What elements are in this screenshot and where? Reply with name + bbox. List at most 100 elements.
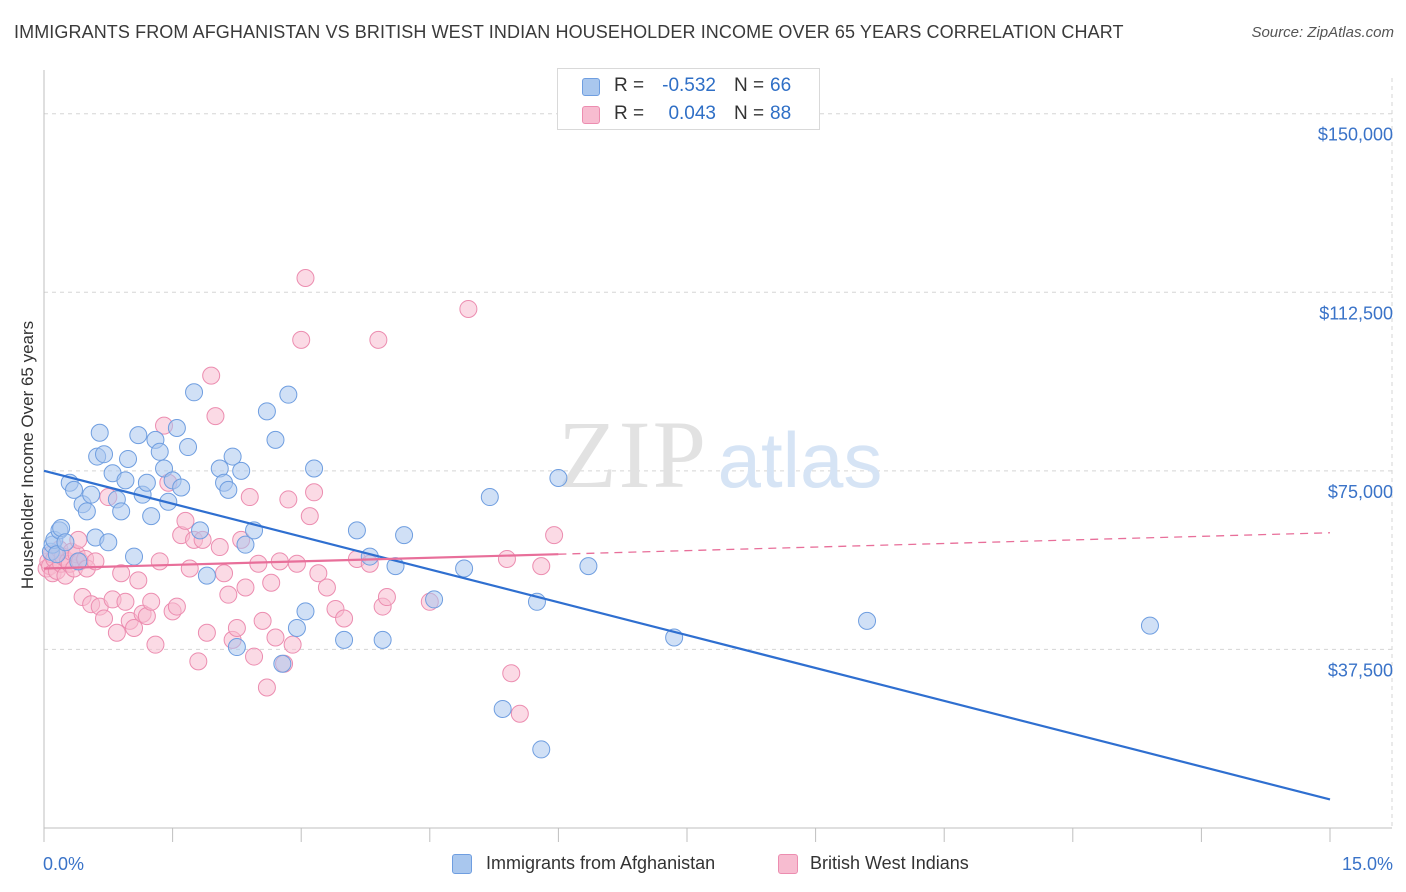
- point-afghanistan: [191, 521, 210, 540]
- y-tick-label: $37,500: [1328, 660, 1393, 680]
- point-british-west-indians: [377, 588, 396, 607]
- axes: [43, 70, 1392, 842]
- point-british-west-indians: [257, 678, 276, 697]
- point-british-west-indians: [129, 571, 148, 590]
- point-afghanistan: [65, 480, 84, 499]
- point-british-west-indians: [210, 538, 229, 557]
- point-british-west-indians: [240, 488, 259, 507]
- watermark-atlas: atlas: [718, 416, 883, 504]
- x-tick-label-min: 0.0%: [43, 854, 84, 874]
- legend-n-label: N =: [734, 75, 765, 96]
- point-british-west-indians: [305, 483, 324, 502]
- point-british-west-indians: [189, 652, 208, 671]
- point-british-west-indians: [279, 490, 298, 509]
- point-afghanistan: [532, 740, 551, 759]
- point-afghanistan: [99, 533, 118, 552]
- point-british-west-indians: [510, 704, 529, 723]
- point-british-west-indians: [502, 664, 521, 683]
- point-afghanistan: [179, 438, 198, 457]
- point-afghanistan: [167, 419, 186, 437]
- legend-r-value: -0.532: [662, 75, 716, 96]
- legend-swatch-pink: [778, 854, 798, 874]
- point-british-west-indians: [253, 611, 272, 630]
- point-afghanistan: [549, 469, 568, 487]
- point-afghanistan: [305, 459, 324, 478]
- point-british-west-indians: [116, 592, 135, 611]
- legend-n-value: 88: [770, 103, 792, 124]
- point-british-west-indians: [180, 559, 199, 578]
- point-british-west-indians: [497, 549, 516, 568]
- point-british-west-indians: [369, 330, 388, 349]
- point-british-west-indians: [545, 526, 564, 545]
- watermark: ZIP atlas: [558, 401, 882, 508]
- point-afghanistan: [1140, 616, 1159, 635]
- point-afghanistan: [279, 385, 298, 404]
- point-afghanistan: [129, 426, 148, 445]
- point-afghanistan: [95, 445, 114, 464]
- point-afghanistan: [373, 630, 392, 649]
- point-afghanistan: [82, 485, 101, 504]
- point-afghanistan: [296, 602, 315, 621]
- correlation-legend: R = -0.532 N = 66 R = 0.043 N = 88: [557, 68, 820, 130]
- point-british-west-indians: [112, 564, 131, 583]
- trend-line-british-west-indians-projection: [558, 532, 1331, 555]
- point-british-west-indians: [335, 609, 354, 628]
- point-afghanistan: [116, 471, 135, 490]
- point-british-west-indians: [202, 366, 221, 385]
- point-british-west-indians: [215, 564, 234, 583]
- legend-swatch-blue: [452, 854, 472, 874]
- point-british-west-indians: [532, 557, 551, 576]
- point-afghanistan: [395, 526, 414, 545]
- trend-line-british-west-indians: [43, 553, 559, 570]
- point-british-west-indians: [266, 628, 285, 647]
- source-credit: Source: ZipAtlas.com: [1251, 24, 1394, 41]
- point-afghanistan: [219, 480, 238, 499]
- series-afghanistan-points: [41, 383, 1159, 759]
- grid-lines: [44, 78, 1393, 828]
- point-afghanistan: [425, 590, 444, 609]
- watermark-zip: ZIP: [558, 401, 708, 508]
- legend-r-label: R =: [614, 103, 645, 124]
- point-afghanistan: [137, 473, 156, 492]
- point-afghanistan: [90, 423, 109, 442]
- point-afghanistan: [69, 552, 88, 571]
- point-british-west-indians: [227, 619, 246, 637]
- y-tick-labels: $37,500 $75,000 $112,500 $150,000: [1318, 125, 1393, 681]
- point-afghanistan: [236, 535, 255, 554]
- point-afghanistan: [150, 442, 169, 461]
- point-british-west-indians: [95, 609, 114, 628]
- legend-swatch-pink: [582, 106, 600, 124]
- trend-lines: [43, 469, 1331, 801]
- y-tick-label: $112,500: [1319, 303, 1393, 323]
- point-british-west-indians: [262, 573, 281, 592]
- point-british-west-indians: [176, 511, 195, 530]
- legend-label-afghanistan: Immigrants from Afghanistan: [486, 853, 716, 873]
- point-afghanistan: [266, 430, 285, 449]
- point-afghanistan: [223, 447, 242, 466]
- point-british-west-indians: [459, 299, 478, 318]
- point-afghanistan: [119, 449, 138, 468]
- point-british-west-indians: [142, 592, 161, 611]
- point-british-west-indians: [219, 585, 238, 604]
- trend-line-afghanistan: [43, 469, 1331, 801]
- point-afghanistan: [579, 557, 598, 576]
- point-afghanistan: [197, 566, 216, 585]
- point-british-west-indians: [292, 330, 311, 349]
- point-british-west-indians: [206, 407, 225, 426]
- chart-title: IMMIGRANTS FROM AFGHANISTAN VS BRITISH W…: [14, 22, 1124, 42]
- point-afghanistan: [125, 547, 144, 566]
- y-tick-label: $75,000: [1328, 482, 1393, 502]
- x-tick-labels: 0.0% 15.0%: [43, 854, 1393, 874]
- point-british-west-indians: [245, 647, 264, 666]
- legend-r-label: R =: [614, 75, 645, 96]
- point-afghanistan: [56, 533, 75, 552]
- point-afghanistan: [172, 478, 191, 497]
- point-afghanistan: [480, 488, 499, 507]
- point-british-west-indians: [197, 623, 216, 642]
- point-afghanistan: [858, 611, 877, 630]
- point-afghanistan: [287, 619, 306, 637]
- point-british-west-indians: [296, 269, 315, 287]
- series-legend: Immigrants from Afghanistan British West…: [0, 852, 1406, 878]
- point-british-west-indians: [287, 554, 306, 573]
